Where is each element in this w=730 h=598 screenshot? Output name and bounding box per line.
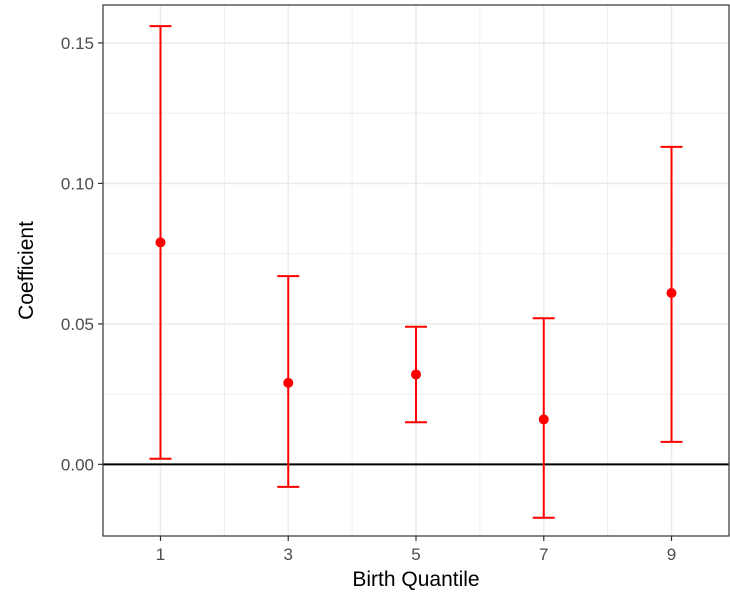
x-tick-label: 5 xyxy=(411,545,420,564)
data-point xyxy=(538,414,549,425)
grid-lines xyxy=(103,5,729,536)
data-point xyxy=(666,287,677,298)
y-tick-label: 0.00 xyxy=(61,455,94,474)
data-point xyxy=(283,377,294,388)
axis-ticks xyxy=(98,42,673,541)
y-axis-title: Coefficient xyxy=(15,221,38,320)
tick-labels: 1 3 5 7 9 0.00 0.05 0.10 0.15 xyxy=(61,34,676,564)
x-tick-label: 7 xyxy=(539,545,548,564)
y-tick-label: 0.15 xyxy=(61,34,94,53)
x-tick-label: 1 xyxy=(156,545,165,564)
y-tick-label: 0.10 xyxy=(61,174,94,193)
data-point xyxy=(411,369,421,380)
series-layer xyxy=(149,25,683,519)
x-tick-label: 9 xyxy=(667,545,676,564)
y-tick-label: 0.05 xyxy=(61,315,94,334)
data-point xyxy=(155,237,166,248)
x-axis-title: Birth Quantile xyxy=(352,568,479,591)
x-tick-label: 3 xyxy=(284,545,293,564)
